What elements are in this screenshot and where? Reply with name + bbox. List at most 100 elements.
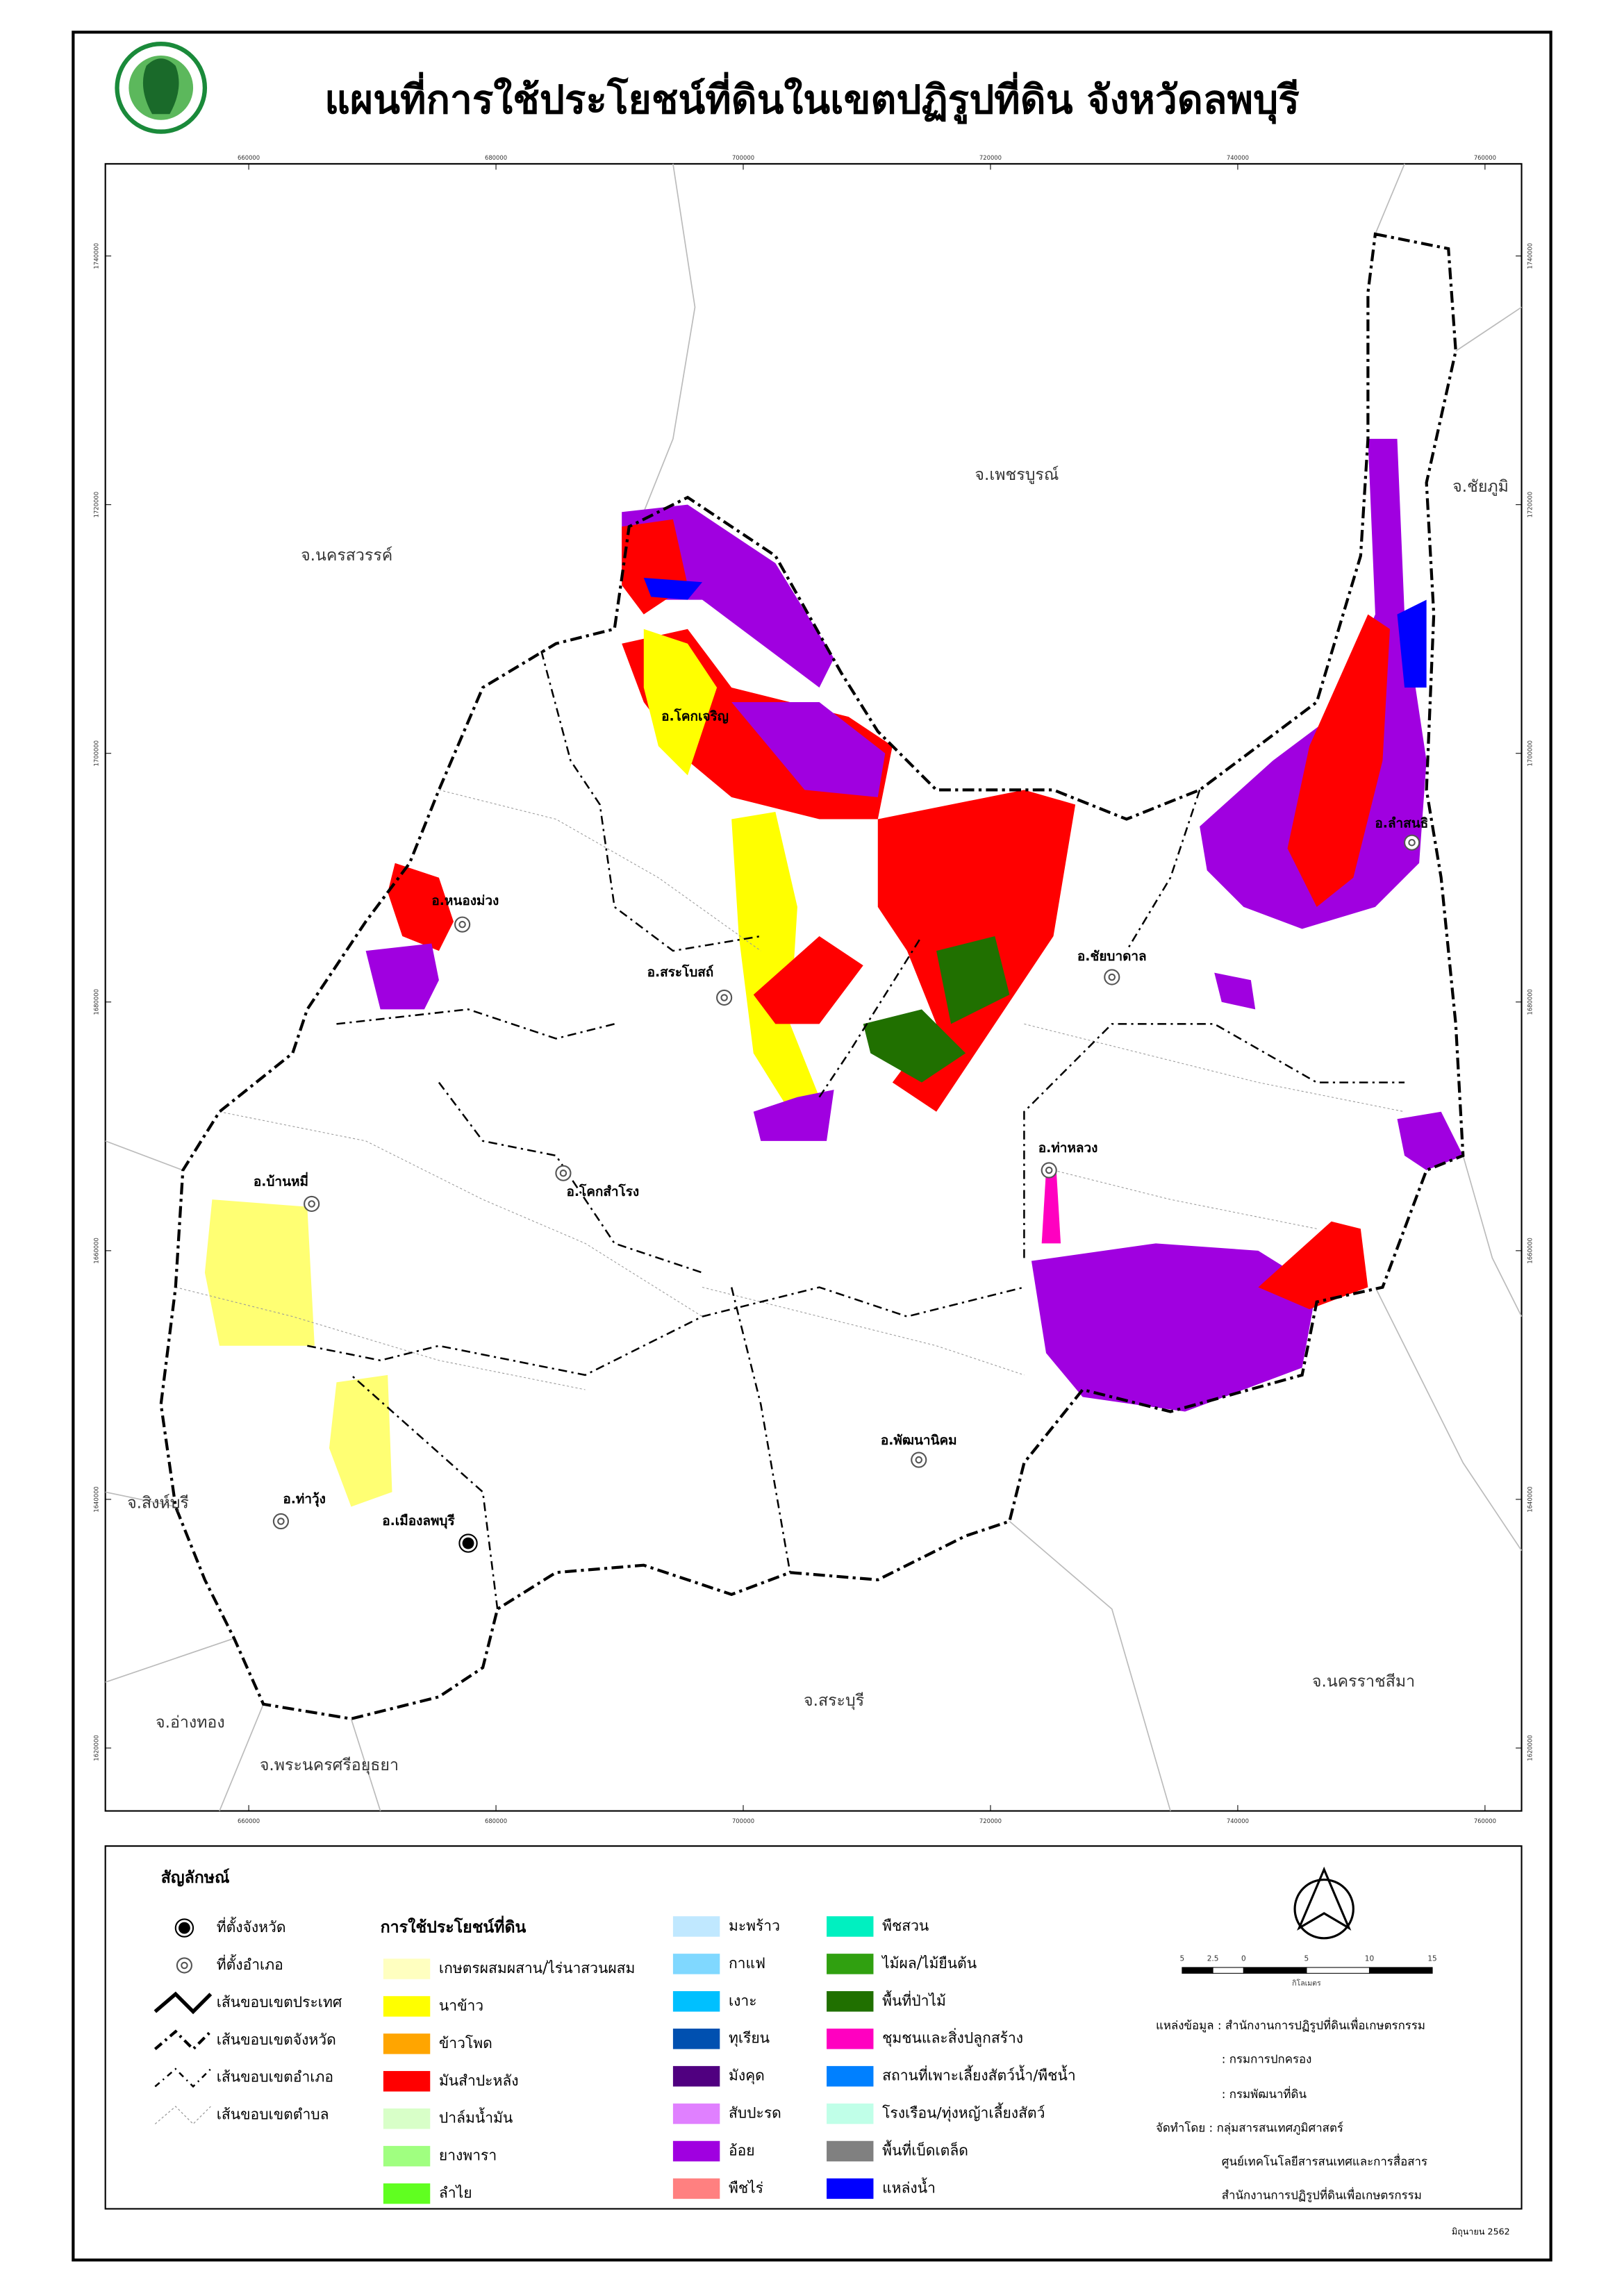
province-label: จ.สระบุรี — [804, 1692, 864, 1710]
province-boundary — [159, 232, 1465, 1721]
scale-bar — [1243, 1967, 1307, 1974]
legend-label: เงาะ — [729, 1992, 757, 2009]
map-frame — [104, 163, 1523, 1812]
legend-symbol — [154, 2106, 211, 2125]
legend-label: พืชสวน — [882, 1917, 929, 1934]
legend-swatch — [383, 1996, 431, 2017]
credit-line: : กรมพัฒนาที่ดิน — [1222, 2086, 1307, 2101]
legend-swatch — [827, 1954, 874, 1974]
province-label: จ.สิงห์บุรี — [127, 1494, 189, 1513]
legend-label: ยางพารา — [439, 2147, 497, 2164]
scale-unit: กิโลเมตร — [1292, 1979, 1321, 1988]
district-label: อ.ลำสนธิ — [1375, 815, 1428, 831]
legend-label: พื้นที่เบ็ดเตล็ด — [882, 2140, 968, 2158]
legend-label: พื้นที่ป่าไม้ — [882, 1990, 946, 2009]
legend-label: ลำไย — [439, 2184, 472, 2202]
district-seat — [304, 1195, 320, 1213]
map-date: มิถุนายน 2562 — [1452, 2227, 1510, 2238]
logo — [115, 42, 208, 134]
x-tick-label: 680000 — [485, 154, 507, 161]
district-seat — [911, 1451, 927, 1468]
y-tick-label: 1640000 — [93, 1486, 100, 1512]
scale-bar — [1182, 1967, 1213, 1974]
legend-symbol — [178, 1922, 190, 1934]
district-label: อ.เมืองลพบุรี — [382, 1513, 455, 1529]
x-tick-label: 720000 — [979, 1817, 1002, 1824]
legend-label: ชุมชนและสิ่งปลูกสร้าง — [882, 2028, 1023, 2047]
district-seat — [1108, 973, 1116, 981]
legend-swatch — [827, 2140, 874, 2162]
district-seat — [1045, 1166, 1053, 1174]
legend-symbol — [176, 1957, 192, 1974]
district-seat — [1104, 969, 1120, 985]
legend-label: แหล่งน้ำ — [882, 2177, 936, 2196]
legend-label: นาข้าว — [439, 1997, 483, 2014]
y-tick-label: 1700000 — [1527, 740, 1534, 766]
y-tick-label: 1620000 — [1527, 1735, 1534, 1761]
legend-label: เส้นขอบเขตตำบล — [217, 2106, 329, 2123]
legend-swatch — [383, 1958, 431, 1979]
credit-line: : กรมการปกครอง — [1222, 2052, 1312, 2066]
legend-label: สถานที่เพาะเลี้ยงสัตว์น้ำ/พืชน้ำ — [882, 2065, 1076, 2084]
y-tick-label: 1720000 — [93, 492, 100, 517]
legend-swatch — [383, 2071, 431, 2092]
x-tick-label: 760000 — [1474, 154, 1496, 161]
district-seat — [458, 920, 466, 929]
y-tick-label: 1720000 — [1527, 492, 1534, 517]
legend-swatch — [672, 2028, 720, 2049]
credit-line: ศูนย์เทคโนโลยีสารสนเทศและการสื่อสาร — [1222, 2153, 1427, 2169]
legend-swatch — [827, 2103, 874, 2124]
scale-bar — [1368, 1967, 1433, 1974]
legend-frame — [104, 1845, 1523, 2210]
y-tick-label: 1740000 — [1527, 243, 1534, 269]
province-seat — [462, 1537, 474, 1549]
scale-label: 15 — [1427, 1954, 1436, 1963]
province-label: จ.อ่างทอง — [156, 1714, 225, 1732]
x-tick-label: 740000 — [1227, 154, 1249, 161]
province-label: จ.นครสวรรค์ — [301, 546, 392, 565]
district-label: อ.หนองม่วง — [431, 893, 499, 908]
district-seat — [1408, 838, 1416, 847]
scale-label: 10 — [1365, 1954, 1374, 1963]
x-tick-label: 700000 — [732, 1817, 754, 1824]
legend-symbol — [154, 1991, 213, 2015]
legend-swatch — [827, 2178, 874, 2199]
legend-label: เส้นขอบเขตอำเภอ — [217, 2068, 333, 2086]
x-tick-label: 660000 — [238, 154, 260, 161]
legend-label: ที่ตั้งจังหวัด — [217, 1917, 286, 1936]
neighbour-boundaries — [105, 163, 1523, 1811]
legend-label: อ้อย — [729, 2141, 755, 2158]
legend-label: เส้นขอบเขตประเทศ — [217, 1993, 342, 2011]
y-tick-label: 1620000 — [93, 1735, 100, 1761]
district-seat — [555, 1165, 572, 1181]
landuse-patches — [204, 438, 1464, 1507]
legend-label: กาแฟ — [729, 1954, 765, 1972]
x-tick-label: 660000 — [238, 1817, 260, 1824]
north-arrow — [1297, 1866, 1352, 1931]
district-seat — [720, 994, 728, 1001]
y-tick-label: 1660000 — [93, 1238, 100, 1263]
legend-swatch — [672, 2103, 720, 2124]
legend-label: ข้าวโพด — [439, 2034, 492, 2052]
legend-swatch — [383, 2145, 431, 2167]
district-label: อ.ท่าวุ้ง — [283, 1491, 326, 1507]
scale-label: 5 — [1304, 1954, 1309, 1963]
x-tick-label: 680000 — [485, 1817, 507, 1824]
y-tick-label: 1700000 — [93, 740, 100, 766]
legend-label: มันสำปะหลัง — [439, 2072, 519, 2089]
district-label: อ.บ้านหมี่ — [254, 1172, 308, 1189]
legend-label: โรงเรือน/ทุ่งหญ้าเลี้ยงสัตว์ — [882, 2103, 1045, 2122]
subdistrict-boundaries — [175, 789, 1405, 1390]
x-tick-label: 720000 — [979, 154, 1002, 161]
legend-symbol — [181, 1961, 188, 1970]
north-arrow — [1293, 1866, 1354, 1940]
legend-swatch — [827, 2065, 874, 2087]
scale-label: 0 — [1241, 1954, 1246, 1963]
legend-swatch — [672, 2140, 720, 2162]
y-tick-label: 1660000 — [1527, 1238, 1534, 1263]
district-label: อ.โคกเจริญ — [661, 708, 729, 724]
y-tick-label: 1640000 — [1527, 1486, 1534, 1512]
legend-label: ไม้ผล/ไม้ยืนต้น — [881, 1954, 977, 1972]
district-seat — [716, 989, 733, 1006]
legend-swatch — [672, 2065, 720, 2087]
